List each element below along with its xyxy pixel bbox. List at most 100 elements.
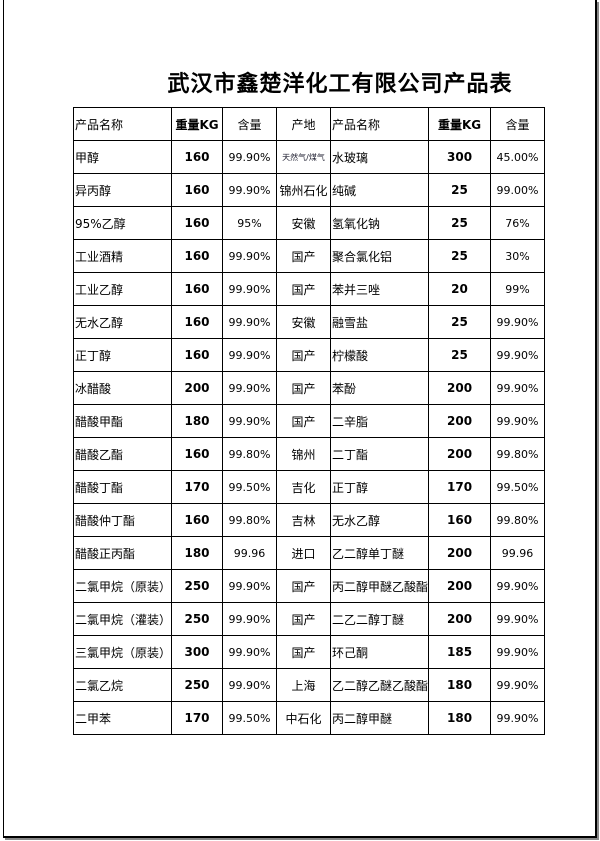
cell-product-name: 正丁醇 [72, 338, 173, 372]
cell-product-name: 三氯甲烷（原装） [72, 635, 173, 669]
cell-weight: 160 [171, 272, 224, 306]
table-row: 二氯乙烷 250 99.90% 上海 乙二醇乙醚乙酸酯 180 99.90% [72, 668, 546, 702]
cell-content: 99.80% [222, 503, 278, 537]
product-table: 产品名称 重量KG 含量 产地 产品名称 重量KG 含量 甲醇 160 99.90% 天然气/煤气水… [72, 107, 546, 735]
cell-content-2: 99.90% [490, 635, 546, 669]
table-row: 醋酸仲丁酯 160 99.80% 吉林 无水乙醇 160 99.80% [72, 503, 546, 537]
header-weight: 重量KG [171, 107, 224, 141]
cell-product-name-2: 乙二醇单丁醚 [330, 536, 430, 570]
cell-origin: 锦州石化 [276, 173, 332, 207]
cell-origin: 吉化 [276, 470, 332, 504]
cell-product-name-2: 正丁醇 [330, 470, 430, 504]
cell-weight: 160 [171, 338, 224, 372]
cell-content: 99.90% [222, 173, 278, 207]
cell-weight: 250 [171, 569, 224, 603]
cell-weight-2: 25 [428, 338, 492, 372]
table-row: 醋酸甲酯 180 99.90% 国产 二辛脂 200 99.90% [72, 404, 546, 438]
cell-product-name: 甲醇 [72, 140, 173, 174]
table-row: 工业乙醇 160 99.90% 国产 苯并三唑 20 99% [72, 272, 546, 306]
cell-origin: 安徽 [276, 206, 332, 240]
cell-product-name: 醋酸仲丁酯 [72, 503, 173, 537]
cell-content-2: 99.90% [490, 371, 546, 405]
cell-weight-2: 200 [428, 569, 492, 603]
cell-content: 99.90% [222, 569, 278, 603]
cell-weight: 180 [171, 404, 224, 438]
cell-product-name: 醋酸丁酯 [72, 470, 173, 504]
cell-product-name: 二甲苯 [72, 701, 173, 735]
cell-weight-2: 300 [428, 140, 492, 174]
cell-content-2: 99.80% [490, 437, 546, 471]
table-row: 二氯甲烷（灌装） 250 99.90% 国产 二乙二醇丁醚 200 99.90% [72, 602, 546, 636]
cell-product-name-2: 柠檬酸 [330, 338, 430, 372]
cell-weight: 250 [171, 602, 224, 636]
cell-weight: 170 [171, 470, 224, 504]
cell-weight: 160 [171, 305, 224, 339]
cell-product-name-2: 纯碱 [330, 173, 430, 207]
table-row: 三氯甲烷（原装） 300 99.90% 国产 环己酮 185 99.90% [72, 635, 546, 669]
cell-weight: 160 [171, 140, 224, 174]
cell-weight-2: 200 [428, 602, 492, 636]
cell-content-2: 99.90% [490, 701, 546, 735]
header-product-name-2: 产品名称 [330, 107, 430, 141]
table-row: 95%乙醇 160 95% 安徽 氢氧化钠 25 76% [72, 206, 546, 240]
cell-weight-2: 25 [428, 239, 492, 273]
cell-weight: 180 [171, 536, 224, 570]
cell-content-2: 99.90% [490, 305, 546, 339]
cell-content: 99.90% [222, 602, 278, 636]
header-product-name: 产品名称 [72, 107, 173, 141]
cell-content-2: 99.90% [490, 569, 546, 603]
cell-origin: 天然气/煤气 [276, 140, 332, 174]
cell-content: 99.96 [222, 536, 278, 570]
cell-weight-2: 25 [428, 305, 492, 339]
cell-weight: 170 [171, 701, 224, 735]
cell-weight: 160 [171, 503, 224, 537]
table-row: 异丙醇 160 99.90% 锦州石化 纯碱 25 99.00% [72, 173, 546, 207]
cell-content: 99.80% [222, 437, 278, 471]
cell-content: 99.90% [222, 668, 278, 702]
cell-product-name-2: 无水乙醇 [330, 503, 430, 537]
cell-product-name: 醋酸甲酯 [72, 404, 173, 438]
cell-weight-2: 200 [428, 536, 492, 570]
cell-product-name-2: 苯酚 [330, 371, 430, 405]
cell-origin: 国产 [276, 635, 332, 669]
cell-product-name-2: 二辛脂 [330, 404, 430, 438]
cell-content: 99.90% [222, 404, 278, 438]
cell-content: 99.90% [222, 635, 278, 669]
cell-product-name: 二氯乙烷 [72, 668, 173, 702]
table-row: 醋酸正丙酯 180 99.96 进口 乙二醇单丁醚 200 99.96 [72, 536, 546, 570]
cell-content-2: 45.00% [490, 140, 546, 174]
cell-content-2: 30% [490, 239, 546, 273]
cell-origin: 国产 [276, 569, 332, 603]
cell-content-2: 99.90% [490, 602, 546, 636]
table-row: 二甲苯 170 99.50% 中石化 丙二醇甲醚 180 99.90% [72, 701, 546, 735]
cell-weight: 300 [171, 635, 224, 669]
cell-product-name: 二氯甲烷（灌装） [72, 602, 173, 636]
cell-product-name-2: 苯并三唑 [330, 272, 430, 306]
cell-origin: 国产 [276, 338, 332, 372]
cell-weight: 160 [171, 173, 224, 207]
cell-product-name-2: 丙二醇甲醚乙酸酯 [330, 569, 430, 603]
cell-weight: 250 [171, 668, 224, 702]
cell-origin: 国产 [276, 602, 332, 636]
cell-weight: 200 [171, 371, 224, 405]
cell-origin: 安徽 [276, 305, 332, 339]
cell-content: 99.90% [222, 338, 278, 372]
cell-origin: 进口 [276, 536, 332, 570]
cell-weight-2: 200 [428, 371, 492, 405]
cell-product-name-2: 氢氧化钠 [330, 206, 430, 240]
cell-product-name: 异丙醇 [72, 173, 173, 207]
cell-product-name-2: 二丁酯 [330, 437, 430, 471]
cell-content: 99.90% [222, 272, 278, 306]
page-title: 武汉市鑫楚洋化工有限公司产品表 [167, 71, 513, 97]
header-weight-2: 重量KG [428, 107, 492, 141]
cell-weight-2: 180 [428, 701, 492, 735]
header-content-2: 含量 [490, 107, 546, 141]
header-row: 产品名称 重量KG 含量 产地 产品名称 重量KG 含量 [72, 107, 546, 141]
table-row: 二氯甲烷（原装） 250 99.90% 国产 丙二醇甲醚乙酸酯 200 99.90% [72, 569, 546, 603]
cell-content-2: 99.90% [490, 668, 546, 702]
cell-product-name-2: 丙二醇甲醚 [330, 701, 430, 735]
cell-content-2: 99.50% [490, 470, 546, 504]
header-content: 含量 [222, 107, 278, 141]
cell-origin: 上海 [276, 668, 332, 702]
page-frame [3, 0, 597, 838]
